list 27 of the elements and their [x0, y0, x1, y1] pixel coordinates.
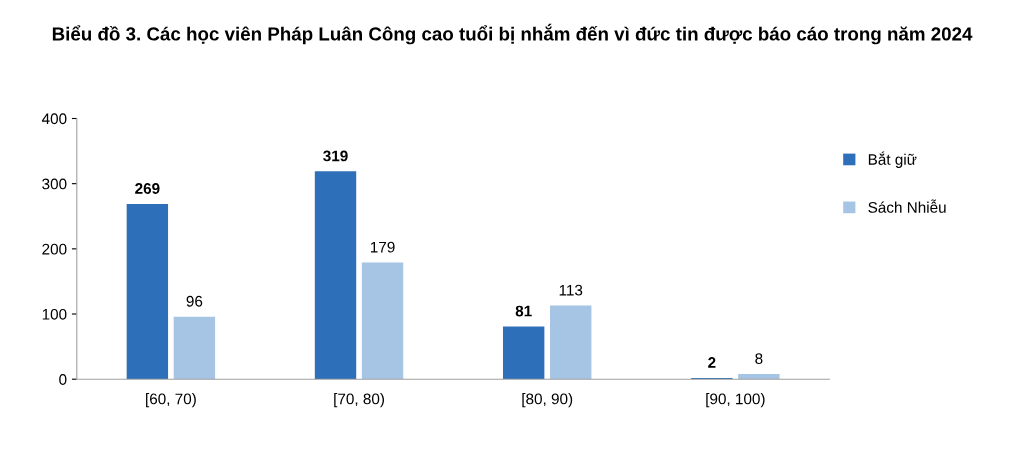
chart-title: Biểu đồ 3. Các học viên Pháp Luân Công cao tuổi bị nhắm đến vì đức tin được báo cáo trong năm 2024	[52, 23, 973, 45]
legend-label: Sách Nhiễu	[868, 199, 946, 213]
x-tick-label: [70, 80)	[334, 393, 384, 408]
bar	[314, 171, 357, 380]
data-label: 113	[559, 284, 583, 296]
bar	[361, 262, 404, 380]
data-label: 2	[708, 357, 716, 368]
bar	[550, 305, 592, 380]
x-tick-label: [90, 100)	[706, 393, 765, 408]
legend-label: Bắt giữ	[868, 151, 917, 168]
data-label: 179	[370, 241, 395, 253]
y-tick-label: 0	[59, 374, 67, 385]
x-tick-label: [80, 90)	[522, 393, 573, 408]
bar	[502, 326, 545, 380]
data-label: 8	[755, 353, 763, 365]
x-tick-label: [60, 70)	[146, 393, 196, 408]
y-tick-label: 400	[41, 113, 67, 125]
data-label: 269	[135, 183, 160, 194]
y-tick-label: 200	[42, 243, 67, 255]
y-tick-label: 100	[42, 308, 67, 320]
bar	[738, 373, 780, 380]
bar	[126, 203, 169, 380]
y-tick-label: 300	[42, 178, 67, 190]
data-label: 96	[186, 295, 203, 307]
bar	[173, 316, 216, 380]
data-label: 319	[323, 150, 348, 162]
data-label: 81	[515, 305, 532, 317]
